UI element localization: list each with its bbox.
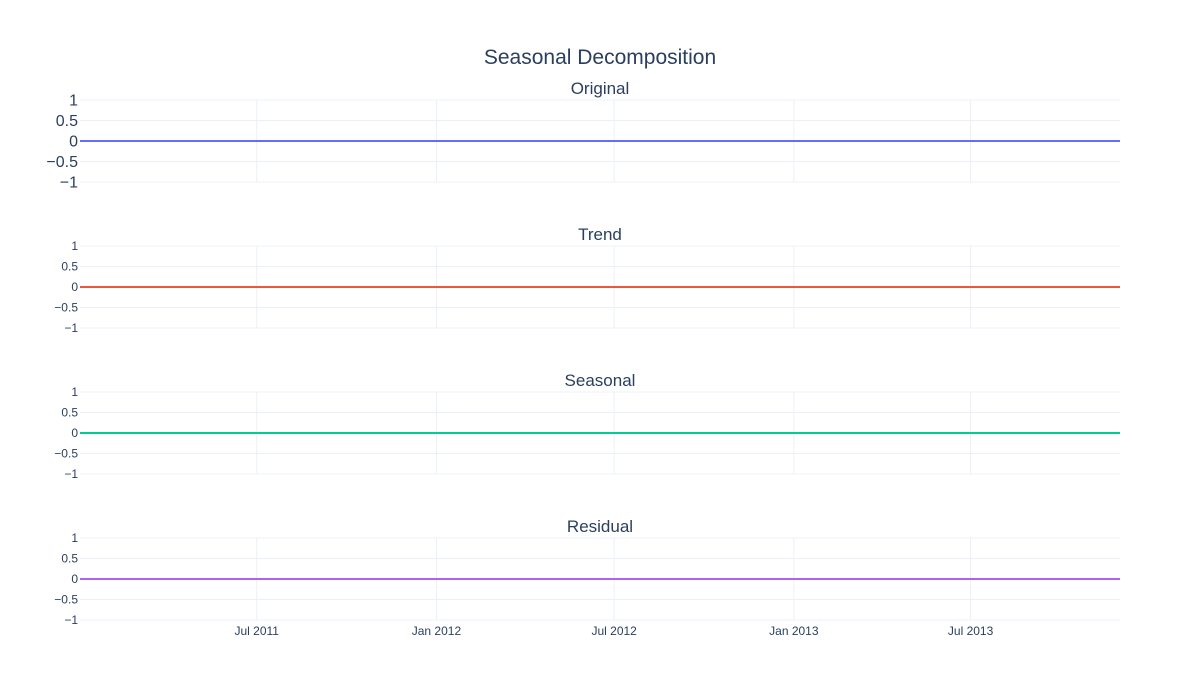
chart-title: Seasonal Decomposition: [484, 46, 716, 69]
y-tick-label: 0.5: [56, 113, 78, 130]
y-tick-label: 1: [69, 93, 78, 110]
subplot-title-trend: Trend: [578, 225, 622, 244]
y-tick-label: 0.5: [61, 260, 78, 274]
y-tick-label: −1: [60, 175, 78, 192]
y-tick-label: 1: [71, 385, 78, 399]
y-tick-label: −1: [64, 613, 78, 627]
y-tick-label: −0.5: [54, 447, 78, 461]
y-tick-label: −1: [64, 467, 78, 481]
subplot-title-residual: Residual: [567, 517, 633, 536]
y-tick-label: 0.5: [61, 406, 78, 420]
y-tick-label: −1: [64, 321, 78, 335]
y-tick-label: −0.5: [46, 154, 78, 171]
y-tick-label: 1: [71, 531, 78, 545]
y-tick-label: −0.5: [54, 593, 78, 607]
x-tick-label: Jan 2013: [769, 624, 819, 638]
y-tick-label: 0.5: [61, 552, 78, 566]
y-tick-label: 1: [71, 239, 78, 253]
x-tick-label: Jul 2011: [235, 624, 280, 638]
y-tick-label: 0: [69, 134, 78, 151]
y-tick-label: 0: [71, 280, 78, 294]
y-tick-label: 0: [71, 572, 78, 586]
y-tick-label: −0.5: [54, 301, 78, 315]
subplot-title-seasonal: Seasonal: [565, 371, 636, 390]
x-tick-label: Jul 2012: [591, 624, 637, 638]
y-tick-label: 0: [71, 426, 78, 440]
x-tick-label: Jul 2013: [948, 624, 994, 638]
x-tick-label: Jan 2012: [412, 624, 462, 638]
subplot-title-original: Original: [571, 79, 630, 98]
